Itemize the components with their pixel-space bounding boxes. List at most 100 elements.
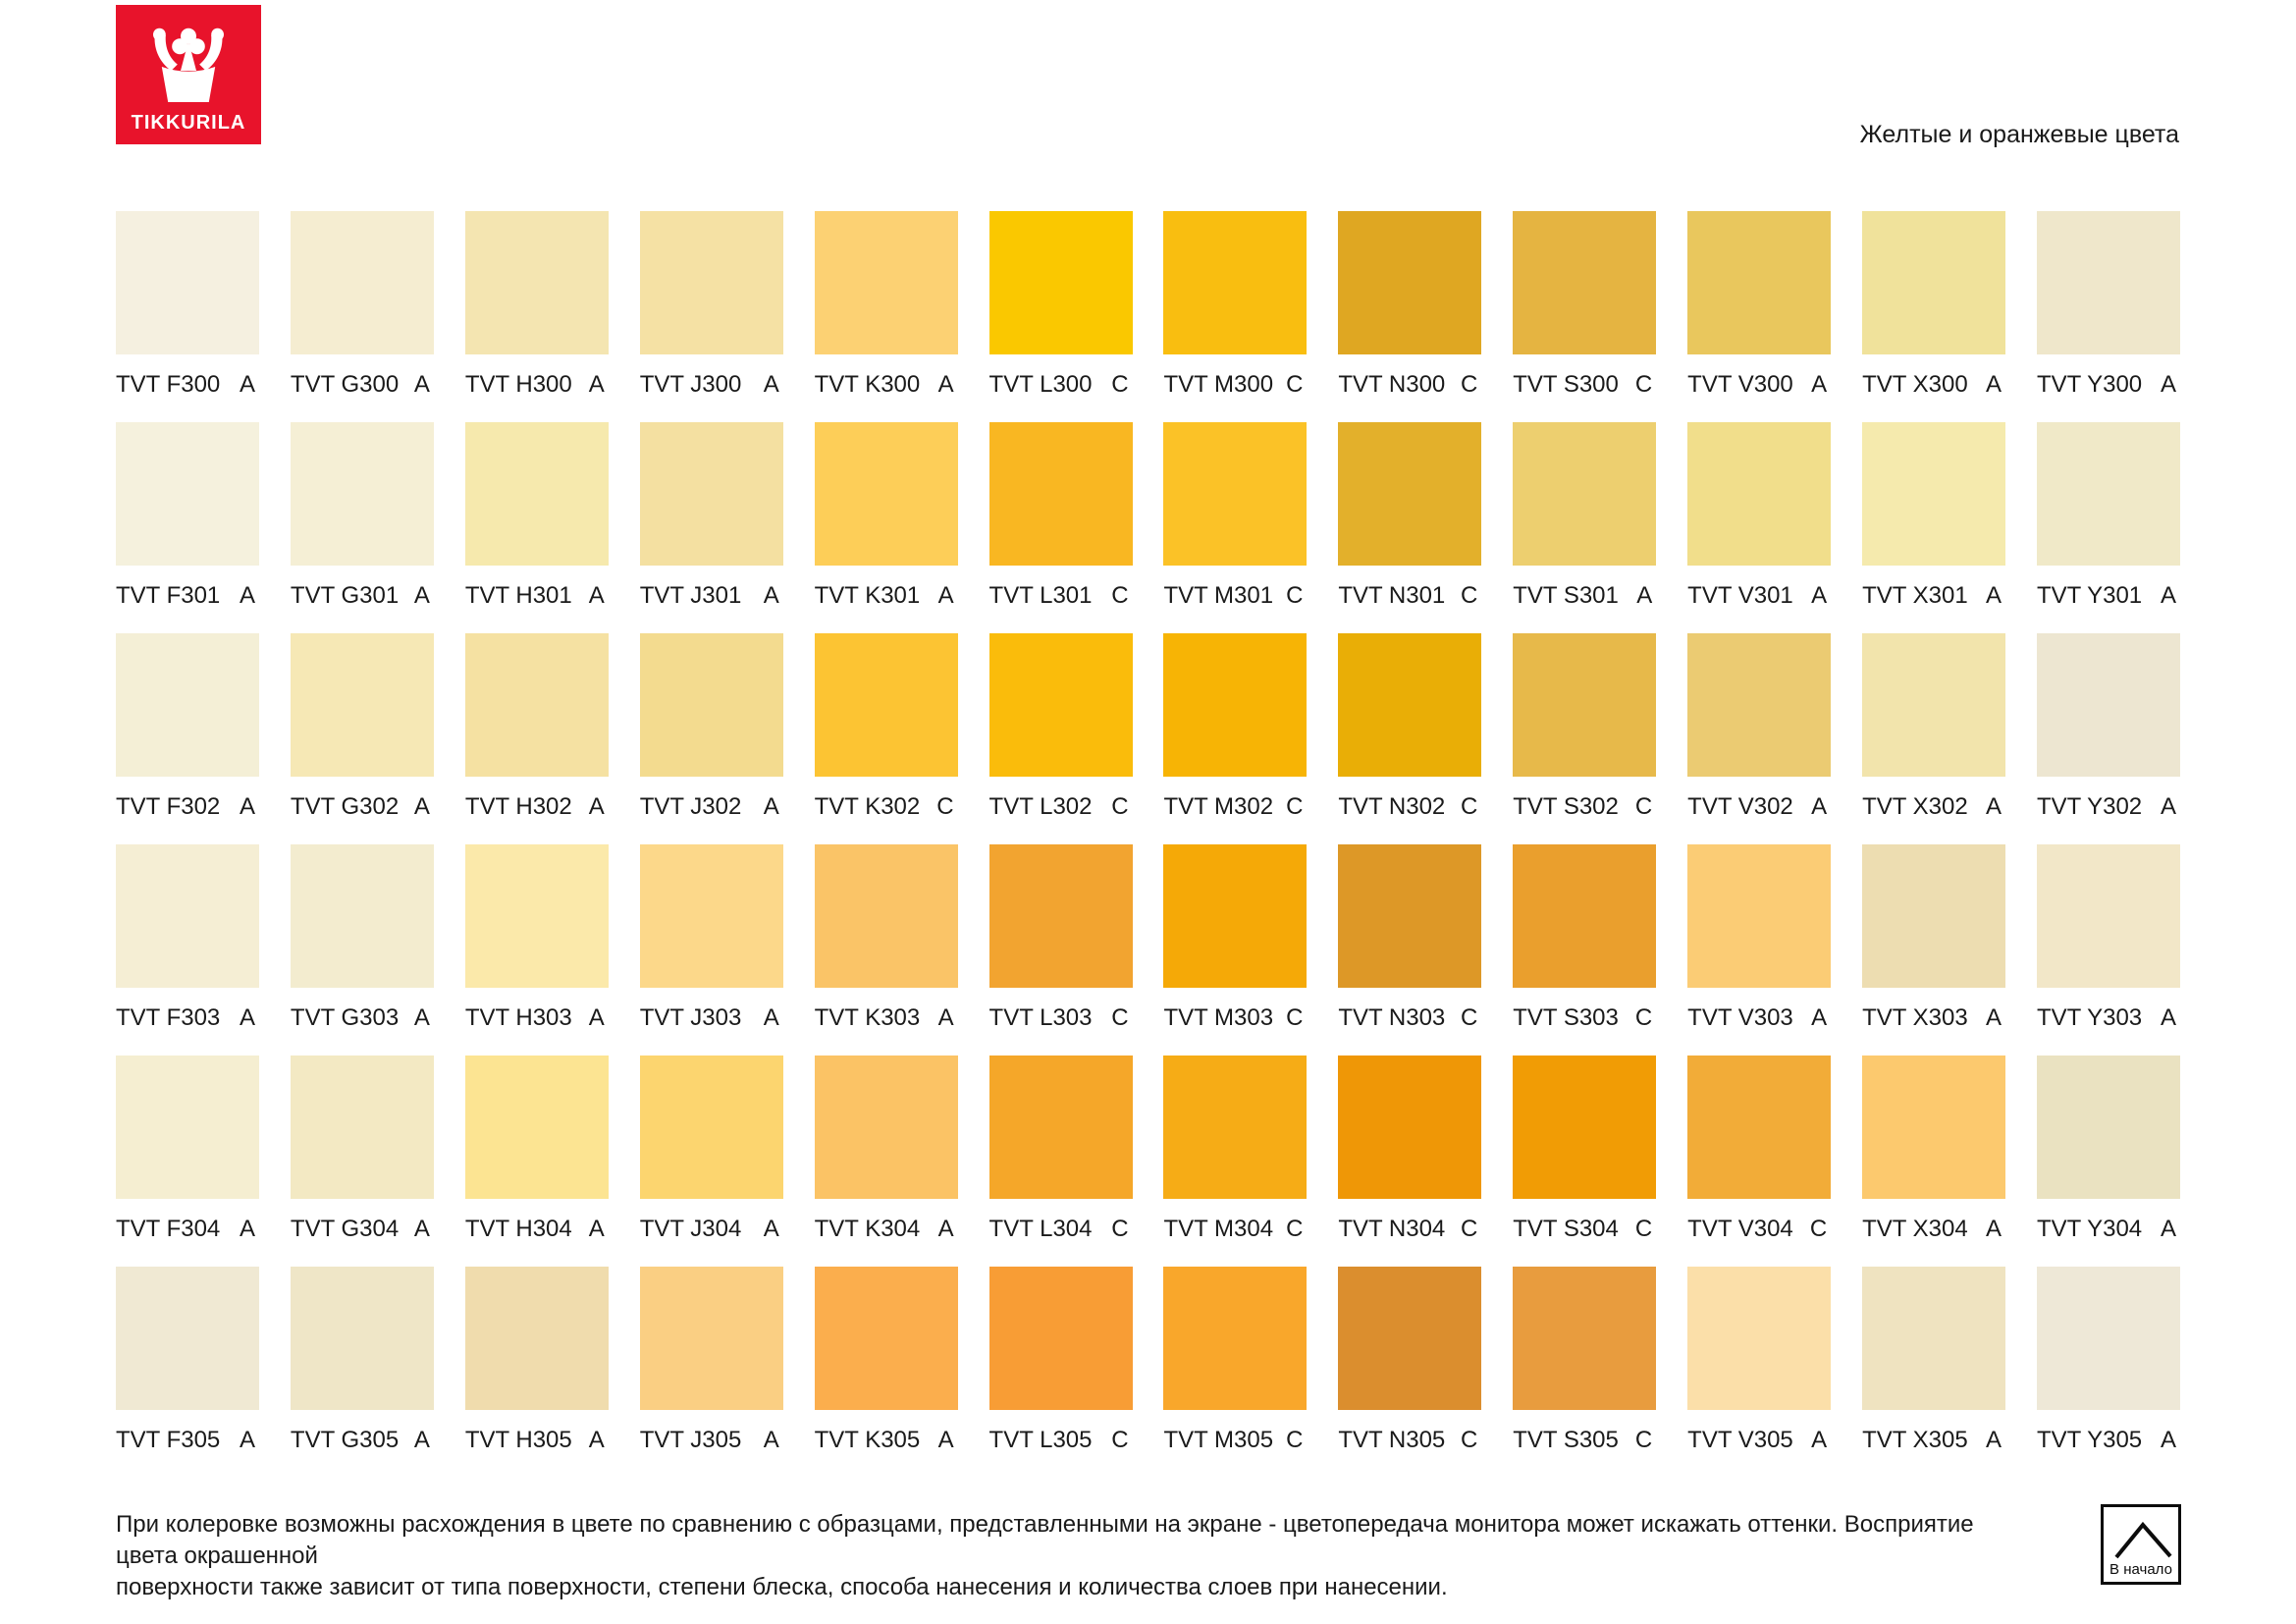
- color-swatch[interactable]: [988, 211, 1133, 354]
- swatch-code-label: TVT Y302: [2036, 793, 2143, 820]
- color-swatch[interactable]: [1338, 844, 1482, 988]
- color-swatch[interactable]: [2036, 422, 2180, 566]
- color-swatch[interactable]: [988, 422, 1133, 566]
- color-swatch[interactable]: [1862, 633, 2006, 777]
- color-swatch[interactable]: [1163, 211, 1308, 354]
- color-swatch[interactable]: [1513, 422, 1657, 566]
- swatch-code-label: TVT V303: [1687, 1004, 1793, 1031]
- color-swatch[interactable]: [290, 1056, 434, 1199]
- color-swatch[interactable]: [464, 633, 609, 777]
- color-swatch[interactable]: [116, 422, 259, 566]
- swatch-label: TVT N305 C: [1338, 1428, 1481, 1453]
- swatch-cell: TVT Y304 A: [2036, 1056, 2180, 1267]
- swatch-label: TVT S302 C: [1513, 794, 1656, 820]
- color-swatch[interactable]: [1513, 211, 1657, 354]
- swatch-cell: TVT J300 A: [639, 211, 783, 422]
- color-swatch[interactable]: [814, 1267, 958, 1410]
- color-swatch[interactable]: [464, 422, 609, 566]
- color-swatch[interactable]: [1338, 633, 1482, 777]
- color-swatch[interactable]: [814, 1056, 958, 1199]
- color-swatch[interactable]: [1513, 844, 1657, 988]
- color-swatch[interactable]: [1862, 844, 2006, 988]
- color-swatch[interactable]: [290, 211, 434, 354]
- color-swatch[interactable]: [1687, 844, 1832, 988]
- color-swatch[interactable]: [988, 1267, 1133, 1410]
- color-swatch[interactable]: [639, 1267, 783, 1410]
- color-swatch[interactable]: [2036, 1267, 2180, 1410]
- back-to-start-button[interactable]: В начало: [2101, 1504, 2181, 1585]
- color-swatch[interactable]: [639, 211, 783, 354]
- color-swatch[interactable]: [1513, 633, 1657, 777]
- color-swatch[interactable]: [1163, 844, 1308, 988]
- swatch-base-letter: C: [1634, 793, 1653, 820]
- color-swatch[interactable]: [116, 844, 259, 988]
- color-swatch[interactable]: [116, 633, 259, 777]
- color-swatch[interactable]: [814, 633, 958, 777]
- color-swatch[interactable]: [988, 633, 1133, 777]
- swatch-code-label: TVT G303: [290, 1004, 400, 1031]
- swatch-cell: TVT G303 A: [290, 844, 434, 1056]
- color-swatch[interactable]: [639, 1056, 783, 1199]
- swatch-code-label: TVT F300: [116, 371, 221, 398]
- color-swatch[interactable]: [1862, 422, 2006, 566]
- color-swatch[interactable]: [1513, 1056, 1657, 1199]
- color-swatch[interactable]: [2036, 1056, 2180, 1199]
- color-swatch[interactable]: [1862, 211, 2006, 354]
- color-swatch[interactable]: [1513, 1267, 1657, 1410]
- swatch-label: TVT H302 A: [465, 794, 609, 820]
- color-swatch[interactable]: [464, 1267, 609, 1410]
- color-swatch[interactable]: [1163, 1056, 1308, 1199]
- color-swatch[interactable]: [1338, 422, 1482, 566]
- color-swatch[interactable]: [639, 633, 783, 777]
- color-swatch[interactable]: [1163, 633, 1308, 777]
- swatch-code-label: TVT L303: [988, 1004, 1093, 1031]
- swatch-cell: TVT X301 A: [1862, 422, 2006, 633]
- swatch-cell: TVT Y301 A: [2036, 422, 2180, 633]
- color-swatch[interactable]: [1687, 1267, 1832, 1410]
- color-swatch[interactable]: [1163, 422, 1308, 566]
- color-swatch[interactable]: [1687, 211, 1832, 354]
- swatch-base-letter: C: [1461, 582, 1478, 609]
- swatch-cell: TVT Y302 A: [2036, 633, 2180, 844]
- color-swatch[interactable]: [639, 844, 783, 988]
- color-swatch[interactable]: [1687, 422, 1832, 566]
- swatch-cell: TVT K303 A: [814, 844, 958, 1056]
- swatch-code-label: TVT V305: [1687, 1427, 1793, 1453]
- color-swatch[interactable]: [814, 211, 958, 354]
- color-swatch[interactable]: [464, 1056, 609, 1199]
- color-swatch[interactable]: [464, 844, 609, 988]
- color-swatch[interactable]: [464, 211, 609, 354]
- swatch-label: TVT M301 C: [1163, 583, 1307, 609]
- color-swatch[interactable]: [814, 844, 958, 988]
- color-swatch[interactable]: [1163, 1267, 1308, 1410]
- color-swatch[interactable]: [290, 844, 434, 988]
- color-swatch[interactable]: [988, 1056, 1133, 1199]
- color-swatch[interactable]: [116, 1056, 259, 1199]
- color-swatch[interactable]: [290, 1267, 434, 1410]
- swatch-label: TVT Y302 A: [2037, 794, 2180, 820]
- color-swatch[interactable]: [2036, 211, 2180, 354]
- swatch-cell: TVT H304 A: [464, 1056, 609, 1267]
- swatch-code-label: TVT M301: [1163, 582, 1274, 609]
- swatch-base-letter: A: [588, 1004, 605, 1031]
- swatch-base-letter: C: [1634, 371, 1653, 398]
- color-swatch[interactable]: [1338, 1267, 1482, 1410]
- color-swatch[interactable]: [988, 844, 1133, 988]
- color-swatch[interactable]: [116, 1267, 259, 1410]
- swatch-label: TVT H304 A: [465, 1217, 609, 1242]
- color-swatch[interactable]: [1338, 1056, 1482, 1199]
- color-swatch[interactable]: [1862, 1267, 2006, 1410]
- color-swatch[interactable]: [290, 633, 434, 777]
- color-swatch[interactable]: [1687, 1056, 1832, 1199]
- color-swatch[interactable]: [639, 422, 783, 566]
- color-swatch[interactable]: [1862, 1056, 2006, 1199]
- color-swatch[interactable]: [116, 211, 259, 354]
- swatch-base-letter: A: [413, 793, 430, 820]
- color-swatch[interactable]: [1687, 633, 1832, 777]
- color-swatch[interactable]: [290, 422, 434, 566]
- color-swatch[interactable]: [814, 422, 958, 566]
- swatch-cell: TVT S301 A: [1513, 422, 1657, 633]
- color-swatch[interactable]: [2036, 844, 2180, 988]
- color-swatch[interactable]: [2036, 633, 2180, 777]
- color-swatch[interactable]: [1338, 211, 1482, 354]
